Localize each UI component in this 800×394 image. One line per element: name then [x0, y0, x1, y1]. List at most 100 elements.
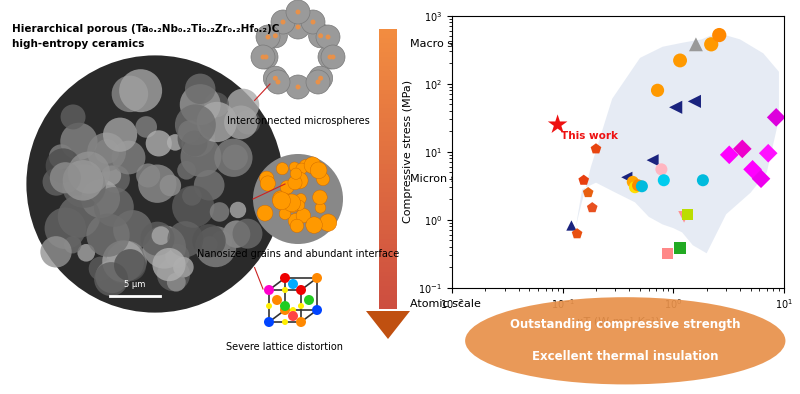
Circle shape — [318, 33, 323, 38]
Text: Outstanding compressive strength: Outstanding compressive strength — [510, 318, 741, 331]
Bar — [379, 76, 397, 80]
Text: This work: This work — [562, 131, 618, 141]
Text: Severe lattice distortion: Severe lattice distortion — [226, 342, 343, 352]
Circle shape — [45, 208, 86, 249]
Circle shape — [263, 54, 269, 59]
Bar — [379, 239, 397, 243]
Circle shape — [286, 0, 310, 24]
Bar — [379, 127, 397, 132]
Circle shape — [273, 191, 290, 207]
Circle shape — [260, 176, 275, 191]
Circle shape — [319, 214, 337, 231]
Circle shape — [103, 117, 137, 152]
Circle shape — [25, 54, 285, 314]
Text: Interconnected microspheres: Interconnected microspheres — [226, 116, 370, 126]
Circle shape — [284, 196, 301, 213]
Bar — [379, 169, 397, 174]
Point — [551, 121, 564, 128]
Circle shape — [272, 295, 282, 305]
Circle shape — [87, 132, 126, 171]
Bar — [379, 29, 397, 33]
Point — [565, 222, 578, 229]
Circle shape — [140, 222, 174, 256]
Bar — [379, 113, 397, 118]
Bar — [379, 230, 397, 234]
Point — [632, 182, 645, 188]
Circle shape — [273, 192, 290, 210]
Circle shape — [64, 236, 82, 253]
Circle shape — [94, 139, 119, 164]
Bar — [379, 66, 397, 71]
Point — [621, 174, 634, 180]
Circle shape — [40, 236, 72, 268]
Circle shape — [318, 45, 342, 69]
Bar — [379, 211, 397, 216]
Circle shape — [224, 106, 258, 139]
Circle shape — [280, 301, 290, 311]
Circle shape — [306, 70, 330, 94]
Circle shape — [283, 194, 301, 212]
Point — [570, 230, 583, 237]
Circle shape — [153, 248, 186, 281]
Circle shape — [222, 145, 248, 170]
Circle shape — [310, 162, 327, 179]
Bar — [379, 243, 397, 248]
Circle shape — [296, 208, 310, 223]
Circle shape — [310, 19, 315, 24]
Circle shape — [166, 244, 190, 268]
Circle shape — [230, 202, 246, 218]
Circle shape — [296, 317, 306, 327]
Bar — [379, 80, 397, 85]
Circle shape — [204, 92, 229, 117]
Circle shape — [326, 35, 330, 39]
Circle shape — [81, 179, 120, 218]
Circle shape — [266, 70, 290, 94]
Circle shape — [261, 54, 266, 59]
Point — [629, 184, 642, 190]
Circle shape — [175, 104, 216, 145]
Bar — [379, 151, 397, 155]
Bar — [379, 108, 397, 113]
Circle shape — [194, 170, 225, 201]
Circle shape — [114, 249, 146, 281]
Point — [651, 87, 664, 93]
Bar — [379, 258, 397, 262]
Circle shape — [152, 226, 170, 245]
Bar — [379, 183, 397, 188]
Circle shape — [318, 76, 323, 81]
Point — [582, 190, 594, 196]
Circle shape — [316, 25, 340, 49]
Point — [586, 204, 598, 211]
Point — [661, 250, 674, 256]
Circle shape — [94, 262, 128, 296]
Y-axis label: Compressive stress (MPa): Compressive stress (MPa) — [403, 80, 413, 223]
Circle shape — [157, 258, 190, 291]
Point — [635, 183, 648, 190]
Circle shape — [254, 45, 278, 69]
X-axis label: κT (W·m⁻¹·K⁻¹): κT (W·m⁻¹·K⁻¹) — [577, 317, 659, 327]
Circle shape — [296, 285, 306, 295]
Circle shape — [286, 75, 310, 99]
Bar — [379, 262, 397, 267]
Circle shape — [279, 208, 291, 219]
Bar — [379, 146, 397, 151]
Circle shape — [62, 164, 106, 208]
Circle shape — [89, 256, 113, 281]
Circle shape — [313, 190, 327, 204]
Point — [736, 146, 749, 152]
Ellipse shape — [465, 297, 786, 385]
Bar — [379, 206, 397, 211]
Circle shape — [210, 202, 230, 222]
Bar — [379, 33, 397, 38]
Circle shape — [251, 45, 275, 69]
Circle shape — [68, 152, 110, 194]
Circle shape — [102, 165, 130, 193]
Circle shape — [273, 33, 278, 38]
Circle shape — [160, 175, 181, 196]
Circle shape — [167, 221, 203, 257]
Circle shape — [94, 187, 134, 227]
Text: Atomic scale: Atomic scale — [410, 299, 481, 309]
Bar — [379, 220, 397, 225]
Polygon shape — [575, 33, 779, 253]
Circle shape — [112, 141, 146, 175]
